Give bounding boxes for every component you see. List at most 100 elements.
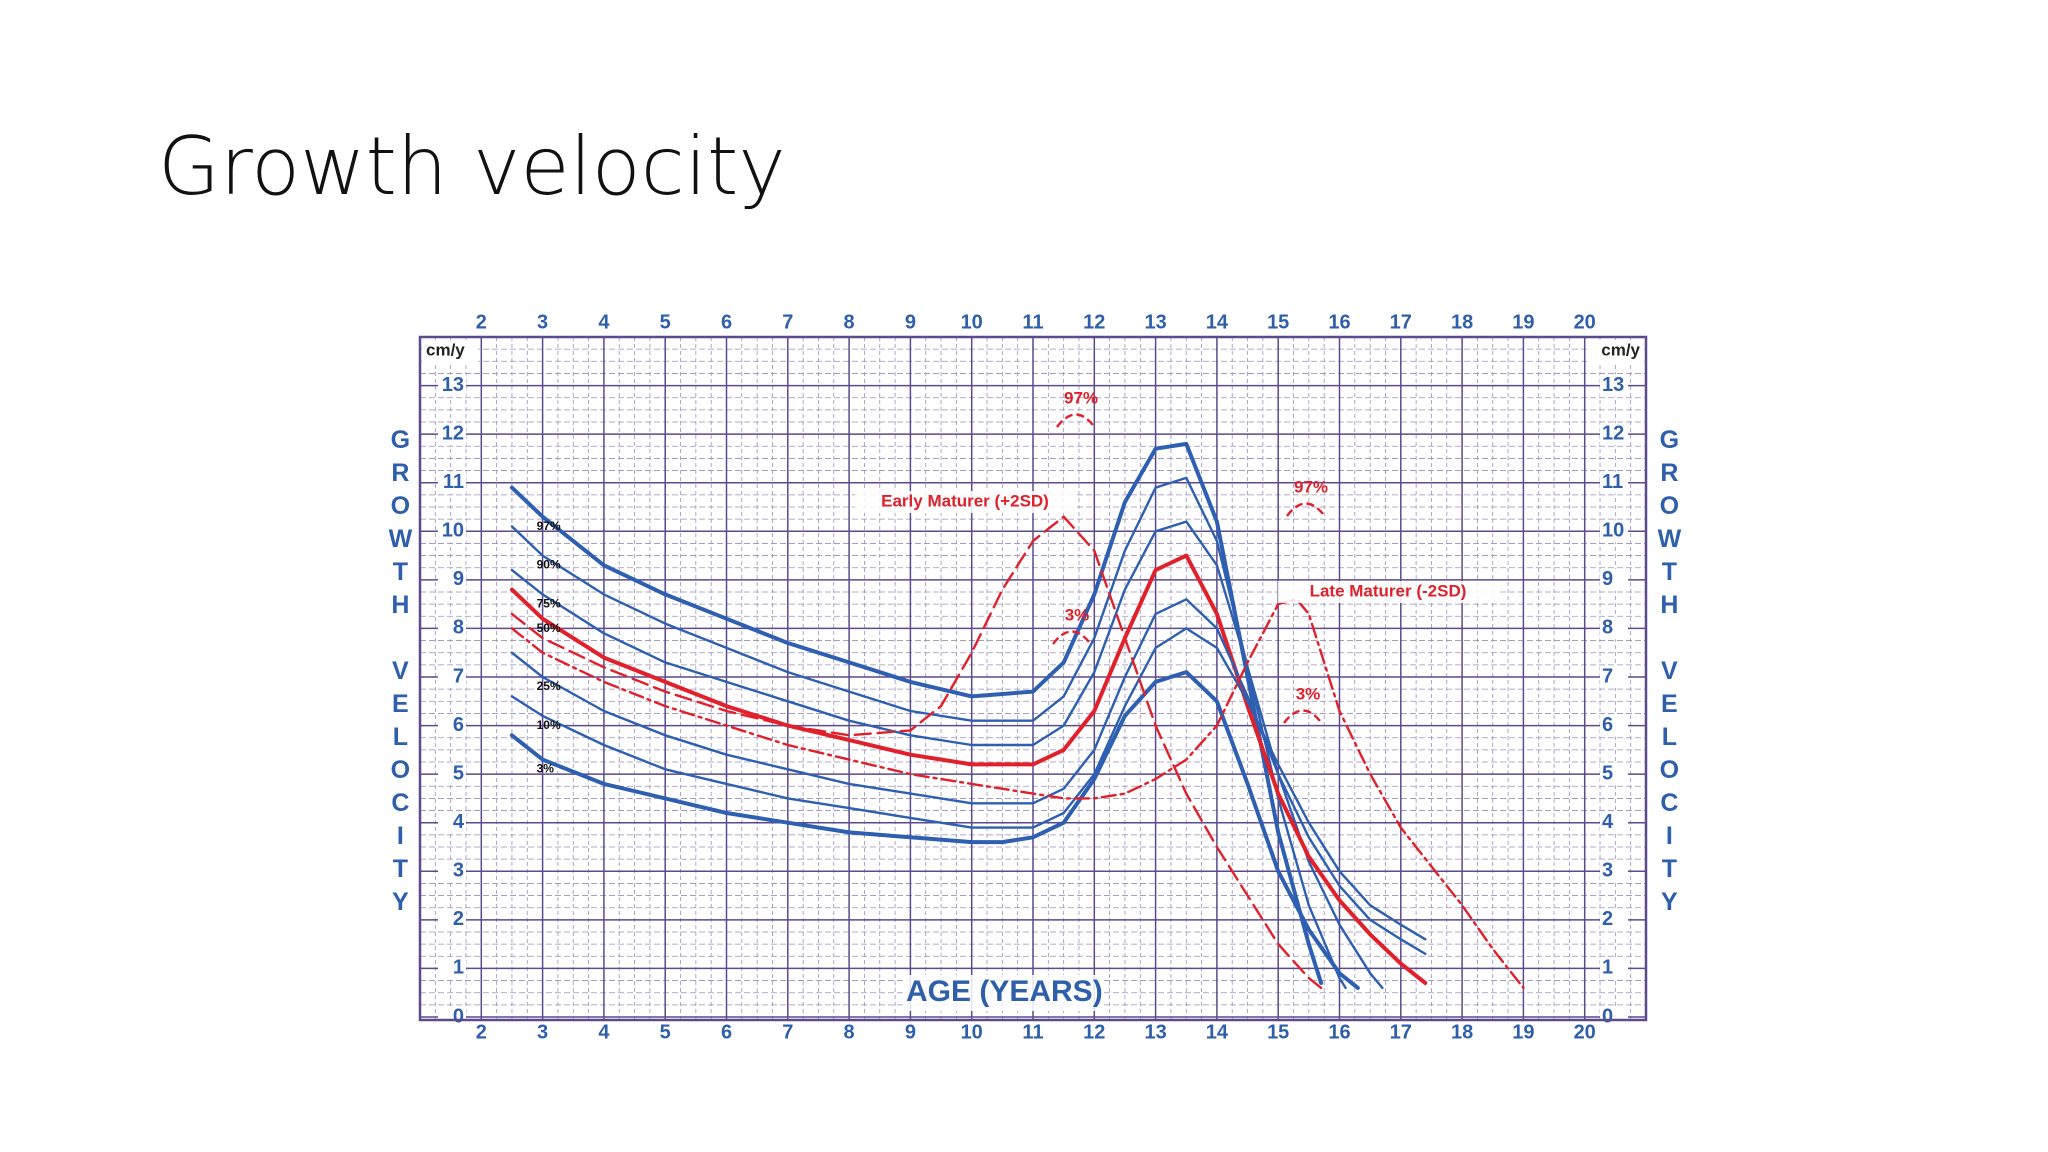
x-tick-label: 17 [1390,311,1412,333]
x-tick-label: 14 [1206,311,1229,333]
tick-label-bg [438,374,466,397]
series-line [509,553,1428,985]
y-axis-title: GROWTH VELOCITY [386,426,414,921]
y-unit: cm/y [1601,340,1640,359]
x-tick-label: 4 [598,311,610,333]
y-tick-label: 1 [1602,957,1613,979]
tick-label-bg [1600,666,1628,688]
x-tick-label: 16 [1328,1021,1350,1043]
annotation: Late Maturer (-2SD) [1310,581,1467,600]
x-tick-label: 11 [1022,311,1043,333]
series-label: 97% [537,519,561,533]
tick-label-bg [1600,617,1628,640]
annotation-arc [1052,630,1090,645]
y-tick-label: 5 [453,762,464,784]
tick-label-bg [438,423,466,446]
tick-label-bg [1600,374,1628,397]
x-tick-label: 3 [537,311,548,333]
x-tick-label: 12 [1083,311,1105,333]
y-tick-label: 1 [453,957,464,979]
x-tick-label: 10 [961,311,983,333]
y-tick-label: 11 [443,471,464,493]
unit-bg [422,340,478,362]
x-axis-title: AGE (YEARS) [906,975,1103,1008]
series-label: 3% [537,762,555,776]
tick-label-bg [438,471,466,494]
x-title-bg [902,975,1103,1011]
tick-label-bg [1600,908,1628,931]
annotation-arc [1286,502,1324,517]
annotation: 97% [1294,477,1328,496]
tick-label-bg [1600,471,1628,494]
series-line [510,627,1427,941]
tick-label-bg [438,860,466,883]
y-axis-title: GROWTH VELOCITY [1655,426,1683,921]
tick-label-bg [438,957,466,980]
y-tick-label: 2 [1602,908,1613,930]
annotation: Early Maturer (+2SD) [881,491,1049,510]
tick-label-bg [1600,811,1628,834]
x-tick-label: 20 [1574,311,1596,333]
x-tick-label: 6 [721,311,732,333]
x-tick-label: 19 [1512,1021,1534,1043]
tick-label-bg [1600,1006,1628,1028]
x-tick-label: 9 [905,1021,916,1043]
y-tick-label: 4 [1602,811,1614,833]
x-tick-label: 15 [1267,311,1289,333]
series-label: 75% [537,597,561,611]
series-line [509,670,1360,990]
series-line [510,476,1347,990]
y-tick-label: 12 [1602,422,1624,444]
series-label: 90% [537,558,561,572]
tick-label-bg [438,908,466,931]
y-tick-label: 7 [453,665,464,687]
y-tick-label: 6 [1602,714,1613,736]
plot-frame [418,335,1648,1022]
x-tick-label: 18 [1451,311,1473,333]
series-line [510,598,1427,956]
x-tick-label: 7 [782,1021,793,1043]
tick-label-bg [438,1006,466,1028]
y-tick-label: 3 [453,860,464,882]
series-label: 50% [537,621,561,635]
annotation-bg [1278,581,1498,603]
y-tick-label: 7 [1602,665,1613,687]
x-tick-label: 16 [1328,311,1350,333]
x-tick-label: 5 [660,1021,671,1043]
tick-label-bg [1600,423,1628,446]
y-tick-label: 6 [453,714,464,736]
y-tick-label: 3 [1602,860,1613,882]
x-tick-label: 12 [1083,1021,1105,1043]
y-unit: cm/y [426,340,465,359]
x-tick-label: 18 [1451,1021,1473,1043]
annotation-bg [855,491,1075,513]
y-tick-label: 5 [1602,762,1613,784]
y-tick-label: 9 [1602,568,1613,590]
annotation-arc [1283,709,1321,724]
x-tick-label: 14 [1206,1021,1229,1043]
annotation: 3% [1296,684,1321,703]
annotation-arc [1056,413,1094,428]
y-tick-label: 0 [1602,1005,1613,1027]
tick-label-bg [1600,520,1628,543]
annotation: 97% [1064,388,1098,407]
slide-title: Growth velocity [158,120,786,213]
x-tick-label: 5 [660,311,671,333]
x-tick-label: 15 [1267,1021,1289,1043]
y-tick-label: 9 [453,568,464,590]
y-tick-label: 2 [453,908,464,930]
series-line [510,520,1384,990]
x-tick-label: 7 [782,311,793,333]
y-tick-label: 13 [442,374,464,396]
series-label: 10% [537,718,561,732]
tick-label-bg [438,520,466,543]
x-tick-label: 4 [598,1021,610,1043]
y-tick-label: 4 [453,811,465,833]
x-tick-label: 13 [1144,1021,1166,1043]
x-tick-label: 8 [844,1021,855,1043]
x-tick-label: 19 [1512,311,1534,333]
x-tick-label: 10 [961,1021,983,1043]
tick-label-bg [438,666,466,688]
